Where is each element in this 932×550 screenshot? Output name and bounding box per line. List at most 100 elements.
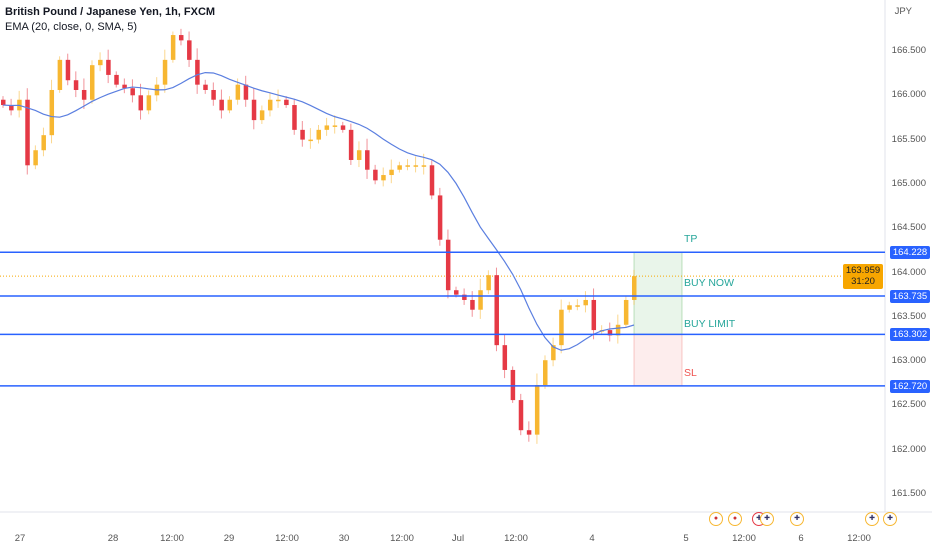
candle-body: [534, 385, 540, 435]
candle-body: [373, 169, 378, 181]
level-tag: SL: [684, 366, 697, 379]
candle-body: [502, 345, 508, 370]
candle-body: [1, 99, 6, 106]
candle-body: [567, 305, 572, 310]
y-tick-label: 166.000: [891, 89, 926, 101]
uk-flag-event-icon[interactable]: ✚: [883, 512, 897, 526]
candle-body: [462, 294, 467, 300]
candle-body: [138, 95, 144, 111]
candle-body: [106, 59, 111, 75]
candle-body: [33, 150, 38, 166]
candle-body: [437, 195, 443, 240]
candle-body: [284, 99, 289, 106]
candle-body: [583, 299, 588, 306]
candle-body: [146, 95, 152, 111]
candle-body: [575, 305, 580, 307]
x-tick-label: 30: [338, 533, 350, 544]
candle-body: [195, 59, 200, 85]
x-tick-label: 12:00: [847, 533, 871, 544]
candle-body: [478, 290, 483, 310]
candle-body: [356, 150, 362, 160]
candle-body: [170, 35, 176, 60]
level-tag: BUY LIMIT: [684, 318, 736, 331]
candle-body: [81, 89, 87, 100]
level-tag: BUY NOW: [684, 276, 734, 289]
candle-body: [9, 105, 14, 111]
candle-body: [227, 99, 233, 111]
candle-body: [114, 74, 119, 85]
candle-body: [41, 135, 46, 151]
candle-body: [49, 89, 55, 136]
x-tick-label: 29: [223, 533, 235, 544]
candle-body: [421, 165, 427, 167]
candle-body: [73, 80, 79, 90]
candle-body: [276, 99, 281, 102]
x-tick-label: 12:00: [732, 533, 756, 544]
candle-body: [187, 40, 192, 60]
y-tick-label: 162.000: [891, 443, 926, 455]
uk-flag-event-icon[interactable]: ✚: [865, 512, 879, 526]
candle-body: [89, 65, 95, 100]
event-icon[interactable]: ●: [728, 512, 742, 526]
x-tick-label: 12:00: [160, 533, 184, 544]
loss-zone: [633, 333, 683, 387]
x-tick-label: 5: [683, 533, 689, 544]
profit-zone: [633, 251, 683, 335]
candle-body: [162, 59, 168, 85]
candle-body: [397, 165, 402, 170]
level-tag: TP: [684, 233, 698, 246]
level-price-label: 163.302: [890, 328, 930, 342]
candle-body: [259, 110, 265, 121]
candle-body: [267, 99, 273, 111]
candle-body: [429, 165, 435, 196]
candle-body: [251, 99, 257, 121]
candle-body: [518, 400, 524, 431]
y-tick-label: 161.500: [891, 488, 926, 499]
x-tick-label: 4: [589, 533, 595, 544]
candle-body: [551, 345, 556, 361]
candle-body: [130, 88, 135, 96]
candle-body: [122, 84, 127, 89]
candle-body: [243, 84, 249, 100]
candle-body: [494, 275, 499, 346]
x-tick-label: 28: [107, 533, 119, 544]
uk-flag-event-icon[interactable]: ✚: [760, 512, 774, 526]
candle-body: [340, 125, 346, 130]
candle-body: [615, 324, 621, 336]
candle-body: [98, 59, 103, 66]
candle-body: [510, 369, 516, 401]
candle-body: [211, 89, 216, 100]
candle-body: [413, 165, 419, 167]
candle-body: [65, 59, 71, 81]
candle-body: [389, 169, 394, 176]
candle-body: [292, 105, 297, 130]
candle-body: [405, 165, 410, 167]
candle-body: [235, 84, 241, 100]
y-tick-label: 163.500: [891, 310, 926, 322]
event-icon[interactable]: ●: [709, 512, 723, 526]
indicator-label[interactable]: EMA (20, close, 0, SMA, 5): [5, 21, 138, 33]
symbol-title[interactable]: British Pound / Japanese Yen, 1h, FXCM: [5, 6, 216, 18]
candle-body: [543, 360, 548, 386]
x-tick-label: 27: [14, 533, 26, 544]
candle-body: [381, 175, 386, 181]
candle-body: [623, 299, 629, 325]
current-price-label: 163.959 31:20: [843, 264, 883, 289]
x-tick-label: 12:00: [390, 533, 414, 544]
candle-body: [526, 430, 532, 435]
ema-line: [2, 71, 635, 351]
candle-body: [607, 330, 613, 336]
candle-body: [332, 125, 338, 127]
candle-body: [316, 129, 321, 140]
candle-body: [300, 129, 305, 140]
candle-body: [486, 275, 491, 291]
x-tick-label: 12:00: [504, 533, 528, 544]
y-tick-label: 164.000: [891, 266, 926, 278]
y-tick-label: 162.500: [891, 399, 926, 411]
level-price-label: 162.720: [890, 379, 930, 393]
candle-body: [25, 99, 30, 166]
uk-flag-event-icon[interactable]: ✚: [790, 512, 804, 526]
candle-body: [219, 99, 224, 111]
